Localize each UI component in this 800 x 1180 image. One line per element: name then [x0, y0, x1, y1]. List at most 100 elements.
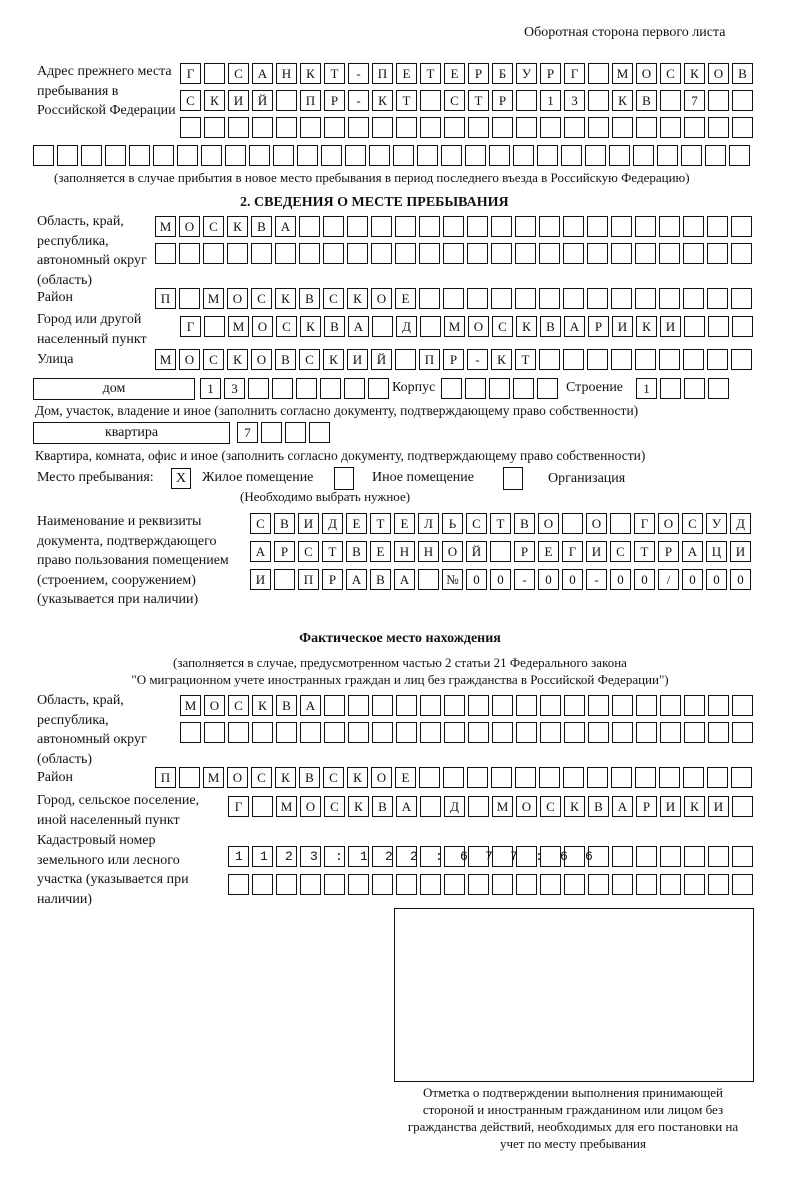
char-cell[interactable]: [731, 288, 752, 309]
char-cell[interactable]: 0: [610, 569, 631, 590]
char-cell[interactable]: К: [227, 216, 248, 237]
char-cell[interactable]: О: [371, 767, 392, 788]
char-cell[interactable]: А: [275, 216, 296, 237]
char-cell[interactable]: Н: [276, 63, 297, 84]
char-cell[interactable]: [492, 722, 513, 743]
char-cell[interactable]: [683, 349, 704, 370]
char-cell[interactable]: [588, 846, 609, 867]
char-cell[interactable]: [660, 90, 681, 111]
char-cell[interactable]: [491, 216, 512, 237]
char-cell[interactable]: М: [612, 63, 633, 84]
char-cell[interactable]: [468, 796, 489, 817]
char-cell[interactable]: О: [442, 541, 463, 562]
char-cell[interactable]: [324, 874, 345, 895]
char-cell[interactable]: В: [274, 513, 295, 534]
char-cell[interactable]: [587, 767, 608, 788]
char-cell[interactable]: [252, 796, 273, 817]
char-cell[interactable]: [468, 117, 489, 138]
char-cell[interactable]: О: [179, 349, 200, 370]
char-cell[interactable]: Ц: [706, 541, 727, 562]
char-cell[interactable]: [261, 422, 282, 443]
char-cell[interactable]: [491, 288, 512, 309]
char-cell[interactable]: [204, 722, 225, 743]
char-cell[interactable]: К: [612, 90, 633, 111]
char-cell[interactable]: Е: [538, 541, 559, 562]
char-cell[interactable]: [443, 216, 464, 237]
char-cell[interactable]: [272, 378, 293, 399]
char-cell[interactable]: [708, 117, 729, 138]
char-cell[interactable]: 7: [684, 90, 705, 111]
char-cell[interactable]: -: [586, 569, 607, 590]
char-cell[interactable]: Р: [468, 63, 489, 84]
char-cell[interactable]: 1: [636, 378, 657, 399]
char-cell[interactable]: [564, 117, 585, 138]
char-cell[interactable]: В: [540, 316, 561, 337]
char-cell[interactable]: 0: [706, 569, 727, 590]
char-cell[interactable]: [636, 722, 657, 743]
char-cell[interactable]: Л: [418, 513, 439, 534]
char-cell[interactable]: Т: [468, 90, 489, 111]
char-cell[interactable]: [707, 767, 728, 788]
char-cell[interactable]: М: [276, 796, 297, 817]
char-cell[interactable]: Е: [396, 63, 417, 84]
char-cell[interactable]: [660, 874, 681, 895]
char-cell[interactable]: Г: [180, 316, 201, 337]
char-cell[interactable]: [611, 767, 632, 788]
char-cell[interactable]: [465, 378, 486, 399]
char-cell[interactable]: Д: [396, 316, 417, 337]
char-cell[interactable]: В: [514, 513, 535, 534]
confirmation-stamp-box[interactable]: [394, 908, 754, 1082]
char-cell[interactable]: [564, 722, 585, 743]
char-cell[interactable]: [227, 243, 248, 264]
char-cell[interactable]: [179, 288, 200, 309]
char-cell[interactable]: Т: [634, 541, 655, 562]
option-other-premises-checkbox[interactable]: [334, 467, 354, 490]
char-cell[interactable]: К: [347, 288, 368, 309]
char-cell[interactable]: О: [636, 63, 657, 84]
char-cell[interactable]: [467, 243, 488, 264]
char-cell[interactable]: [444, 722, 465, 743]
char-cell[interactable]: С: [660, 63, 681, 84]
char-cell[interactable]: [372, 117, 393, 138]
char-cell[interactable]: [300, 722, 321, 743]
house-type-field[interactable]: дом: [33, 378, 195, 400]
char-cell[interactable]: Р: [322, 569, 343, 590]
char-cell[interactable]: Е: [370, 541, 391, 562]
char-cell[interactable]: [659, 216, 680, 237]
char-cell[interactable]: К: [636, 316, 657, 337]
char-cell[interactable]: [443, 767, 464, 788]
actual-region-row-2[interactable]: [180, 722, 756, 743]
char-cell[interactable]: [707, 349, 728, 370]
char-cell[interactable]: [420, 846, 441, 867]
char-cell[interactable]: [492, 846, 513, 867]
char-cell[interactable]: [420, 722, 441, 743]
char-cell[interactable]: [395, 243, 416, 264]
char-cell[interactable]: [372, 846, 393, 867]
char-cell[interactable]: С: [324, 796, 345, 817]
char-cell[interactable]: С: [323, 288, 344, 309]
char-cell[interactable]: [468, 846, 489, 867]
char-cell[interactable]: [468, 695, 489, 716]
char-cell[interactable]: Г: [180, 63, 201, 84]
apartment-number-row[interactable]: 7: [237, 422, 333, 443]
char-cell[interactable]: [587, 349, 608, 370]
char-cell[interactable]: [564, 874, 585, 895]
char-cell[interactable]: [588, 874, 609, 895]
char-cell[interactable]: Р: [274, 541, 295, 562]
char-cell[interactable]: [348, 846, 369, 867]
char-cell[interactable]: К: [347, 767, 368, 788]
char-cell[interactable]: [729, 145, 750, 166]
char-cell[interactable]: [587, 288, 608, 309]
char-cell[interactable]: Е: [395, 767, 416, 788]
char-cell[interactable]: А: [346, 569, 367, 590]
char-cell[interactable]: Й: [252, 90, 273, 111]
char-cell[interactable]: [633, 145, 654, 166]
char-cell[interactable]: [299, 216, 320, 237]
char-cell[interactable]: М: [155, 349, 176, 370]
char-cell[interactable]: [684, 378, 705, 399]
